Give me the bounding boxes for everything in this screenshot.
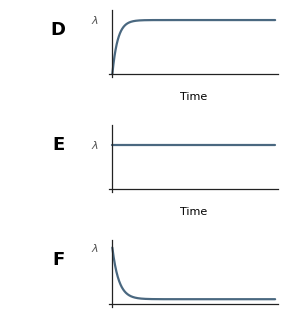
Text: F: F [52,251,64,269]
Text: Time: Time [180,92,207,102]
Text: $\lambda$: $\lambda$ [91,139,99,151]
Text: E: E [52,136,64,154]
Text: $\lambda$: $\lambda$ [91,242,99,253]
Text: $\lambda$: $\lambda$ [91,14,99,26]
Text: Time: Time [180,207,207,217]
Text: D: D [51,21,66,39]
